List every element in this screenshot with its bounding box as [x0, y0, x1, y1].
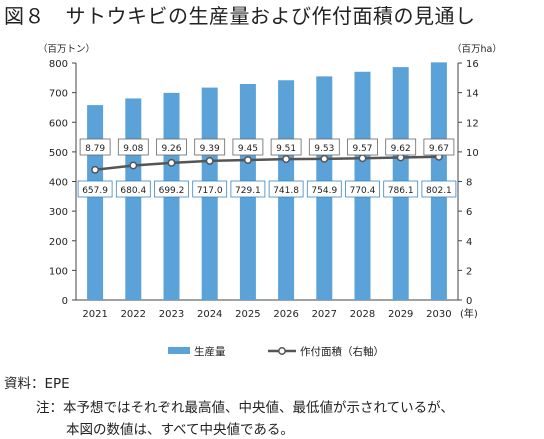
bar-value-label: 770.4	[350, 186, 376, 196]
bar-label-box	[192, 180, 228, 198]
line-value-label: 8.79	[85, 144, 105, 154]
x-axis-tick-label: 2024	[197, 309, 222, 320]
line-series	[91, 152, 443, 174]
bar-value-label: 729.1	[235, 186, 261, 196]
legend-bar-swatch	[168, 347, 190, 354]
x-axis-tick-label: 2027	[312, 309, 337, 320]
left-axis-tick-label: 0	[62, 296, 68, 307]
bar-label-box	[306, 180, 342, 198]
left-axis-tick-label: 300	[49, 207, 68, 218]
x-axis-tick-label: 2025	[235, 309, 260, 320]
bar-label-box	[421, 180, 457, 198]
left-axis-tick-label: 400	[49, 178, 68, 189]
bar-label-box	[115, 180, 151, 198]
bar-value-label: 657.9	[82, 186, 108, 196]
x-axis-tick-label: 2029	[388, 309, 413, 320]
x-axis-tick-label: 2021	[82, 309, 107, 320]
x-axis-tick-label: 2030	[426, 309, 451, 320]
footnote-line-1: 注：本予想ではそれぞれ最高値、中央値、最低値が示されているが、	[36, 400, 454, 416]
bar-value-label: 680.4	[120, 186, 146, 196]
bar-value-label: 699.2	[159, 186, 185, 196]
line-label-box	[385, 138, 417, 156]
line-value-label: 9.45	[238, 144, 258, 154]
left-axis-tick-label: 800	[49, 59, 68, 70]
line-point	[282, 155, 291, 164]
line-path	[94, 155, 439, 172]
right-axis-tick-label: 14	[466, 89, 479, 100]
bar-label-box	[230, 180, 266, 198]
left-axis-tick-label: 700	[49, 89, 68, 100]
line-value-label: 9.57	[352, 144, 372, 154]
line-value-label: 9.67	[429, 144, 449, 154]
line-point	[205, 156, 214, 165]
line-point	[129, 161, 138, 170]
left-axis-tick-label: 200	[49, 237, 68, 248]
bar-value-label: 754.9	[311, 186, 337, 196]
left-axis-tick-label: 600	[49, 118, 68, 129]
data-labels: 8.79 9.08 9.26 9.39 9.45 9.51 9.53 9.57 9.62 9.67…	[77, 138, 457, 198]
bar-value-label: 717.0	[197, 186, 223, 196]
legend-line-marker	[278, 347, 286, 355]
left-axis-unit: （百万トン）	[38, 43, 95, 55]
legend-line-label: 作付面積（右軸）	[300, 345, 384, 358]
line-value-label: 9.62	[391, 144, 411, 154]
left-axis-tick-label: 500	[49, 148, 68, 159]
x-axis-tick-label: 2028	[350, 309, 375, 320]
line-point	[91, 165, 100, 174]
line-label-box	[232, 138, 264, 156]
line-point	[167, 158, 176, 167]
bar	[125, 98, 142, 300]
source-note: 資料：EPE	[4, 376, 70, 392]
line-value-label: 9.08	[123, 144, 143, 154]
line-label-box	[423, 138, 455, 156]
line-label-box	[270, 138, 302, 156]
line-label-box	[308, 138, 340, 156]
chart: 0 100 200 300 400 500 600 700 800 0 2 4 6 8 10 12 14 16 （百…	[38, 43, 502, 358]
line-label-box	[156, 138, 187, 156]
right-axis-tick-label: 2	[466, 266, 472, 277]
right-axis-tick-label: 0	[466, 296, 472, 307]
bar-label-box	[154, 180, 189, 198]
bar-label-box	[268, 180, 304, 198]
line-label-box	[117, 138, 149, 156]
x-axis-tick-label: 2023	[159, 309, 184, 320]
line-value-label: 9.51	[276, 144, 296, 154]
right-axis-tick-label: 4	[466, 237, 472, 248]
x-axis-unit: (年)	[460, 307, 478, 320]
line-label-box	[79, 138, 111, 156]
line-label-box	[194, 138, 226, 156]
line-value-label: 9.53	[314, 144, 334, 154]
left-axis-tick-label: 100	[49, 266, 68, 277]
line-value-label: 9.26	[161, 144, 181, 154]
right-axis-unit: （百万ha）	[452, 43, 502, 55]
right-axis-tick-label: 12	[466, 118, 479, 129]
bar-label-box	[345, 180, 380, 198]
right-axis-tick-label: 6	[466, 207, 472, 218]
line-point	[320, 154, 329, 163]
bar	[87, 105, 104, 300]
footnote-line-2: 本図の数値は、すべて中央値である。	[66, 422, 294, 438]
line-label-box	[347, 138, 378, 156]
line-point	[358, 154, 367, 163]
x-axis-tick-label: 2022	[121, 309, 146, 320]
right-axis-tick-label: 10	[466, 148, 479, 159]
right-axis-tick-label: 16	[466, 59, 479, 70]
bar-label-box	[383, 180, 419, 198]
line-point	[243, 156, 252, 164]
x-axis-tick-label: 2026	[273, 309, 298, 320]
bar-value-label: 802.1	[426, 186, 452, 196]
legend-bar-label: 生産量	[194, 345, 226, 358]
bar-value-label: 741.8	[273, 186, 299, 196]
legend: 生産量 作付面積（右軸）	[168, 345, 384, 358]
bar-value-label: 786.1	[388, 186, 414, 196]
right-axis-tick-label: 8	[466, 178, 472, 189]
bar-label-box	[77, 180, 113, 198]
chart-title: 図８ サトウキビの生産量および作付面積の見通し	[4, 4, 476, 28]
line-value-label: 9.39	[200, 144, 220, 154]
